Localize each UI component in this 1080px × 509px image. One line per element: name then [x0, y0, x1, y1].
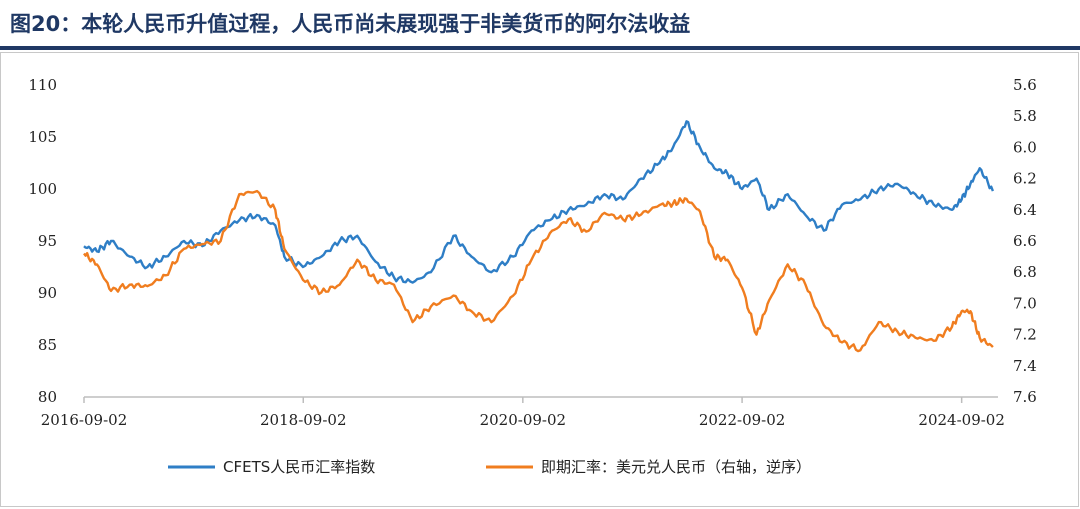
x-tick-label: 2024-09-02	[918, 411, 1004, 429]
x-tick-label: 2016-09-02	[41, 411, 127, 429]
right-tick-label: 7.2	[1013, 326, 1037, 344]
series-layer	[83, 120, 995, 353]
left-axis-ticks: 110 105 100 95 90 85 80	[28, 76, 57, 406]
right-tick-label: 6.6	[1013, 232, 1037, 250]
right-tick-label: 6.8	[1013, 263, 1037, 281]
left-tick-label: 85	[38, 336, 57, 354]
right-tick-label: 7.4	[1013, 357, 1037, 375]
right-tick-label: 5.8	[1013, 107, 1037, 125]
right-tick-label: 6.0	[1013, 138, 1037, 156]
right-tick-label: 7.6	[1013, 388, 1037, 406]
series-line-usdcny	[83, 189, 994, 353]
left-tick-label: 110	[28, 76, 57, 94]
series-line-cfets	[83, 120, 995, 284]
left-tick-label: 100	[28, 180, 57, 198]
legend: CFETS人民币汇率指数 即期汇率：美元兑人民币（右轴，逆序）	[168, 458, 811, 476]
chart-title: 图20：本轮人民币升值过程，人民币尚未展现强于非美货币的阿尔法收益	[10, 12, 691, 36]
left-tick-label: 105	[28, 128, 57, 146]
left-tick-label: 90	[38, 284, 57, 302]
left-tick-label: 95	[38, 232, 57, 250]
right-tick-label: 6.2	[1013, 170, 1037, 188]
x-tick-label: 2020-09-02	[480, 411, 566, 429]
right-tick-label: 7.0	[1013, 294, 1037, 312]
legend-label-cfets: CFETS人民币汇率指数	[223, 458, 375, 476]
x-axis-ticks: 2016-09-02 2018-09-02 2020-09-02 2022-09-02…	[41, 397, 1005, 429]
x-tick-label: 2018-09-02	[260, 411, 346, 429]
title-divider	[0, 46, 1080, 50]
right-tick-label: 5.6	[1013, 76, 1037, 94]
chart-frame	[0, 52, 1079, 507]
right-tick-label: 6.4	[1013, 201, 1037, 219]
left-tick-label: 80	[38, 388, 57, 406]
legend-label-usdcny: 即期汇率：美元兑人民币（右轴，逆序）	[541, 458, 811, 476]
right-axis-ticks: 5.6 5.8 6.0 6.2 6.4 6.6 6.8 7.0 7.2 7.4 7.6	[1013, 76, 1037, 406]
x-tick-label: 2022-09-02	[699, 411, 785, 429]
